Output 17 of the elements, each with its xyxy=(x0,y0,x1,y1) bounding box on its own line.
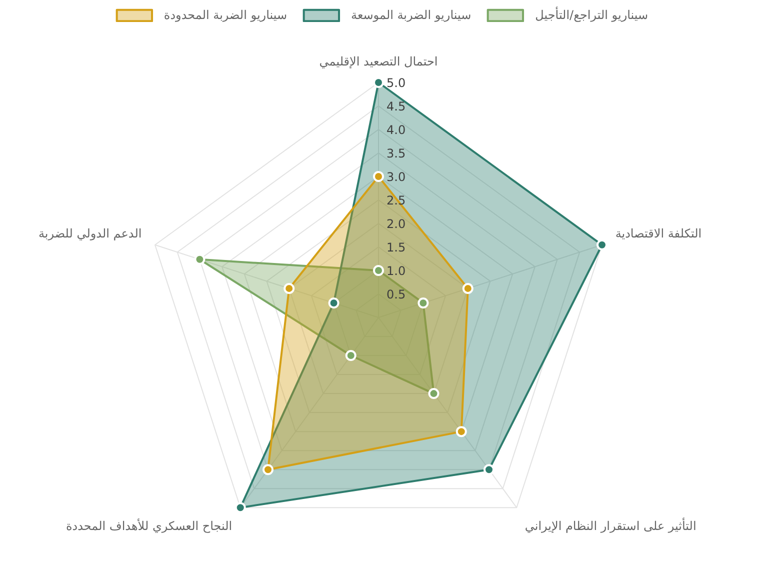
spoke-label: احتمال التصعيد الإقليمي xyxy=(319,54,438,68)
y-tick-label: 0.5 xyxy=(386,288,406,302)
spoke-label: التأثير على استقرار النظام الإيراني xyxy=(524,516,696,533)
legend-label: سيناريو الضربة المحدودة xyxy=(164,8,288,22)
legend-label: سيناريو الضربة الموسعة xyxy=(351,8,472,22)
y-tick-label: 3.0 xyxy=(386,170,406,184)
spoke-label: الدعم الدولي للضربة xyxy=(38,226,142,241)
spoke-label: التكلفة الاقتصادية xyxy=(615,226,702,241)
legend-label: سيناريو التراجع/التأجيل xyxy=(535,8,648,22)
y-tick-label: 1.5 xyxy=(386,240,406,254)
y-tick-label: 3.5 xyxy=(386,146,406,160)
y-tick-label: 2.0 xyxy=(386,217,406,231)
spoke-label: النجاح العسكري للأهداف المحددة xyxy=(66,518,232,533)
y-tick-label: 4.0 xyxy=(386,123,406,137)
y-tick-label: 4.5 xyxy=(386,100,406,114)
y-tick-label: 1.0 xyxy=(386,264,406,278)
y-tick-label: 5.0 xyxy=(386,76,406,90)
